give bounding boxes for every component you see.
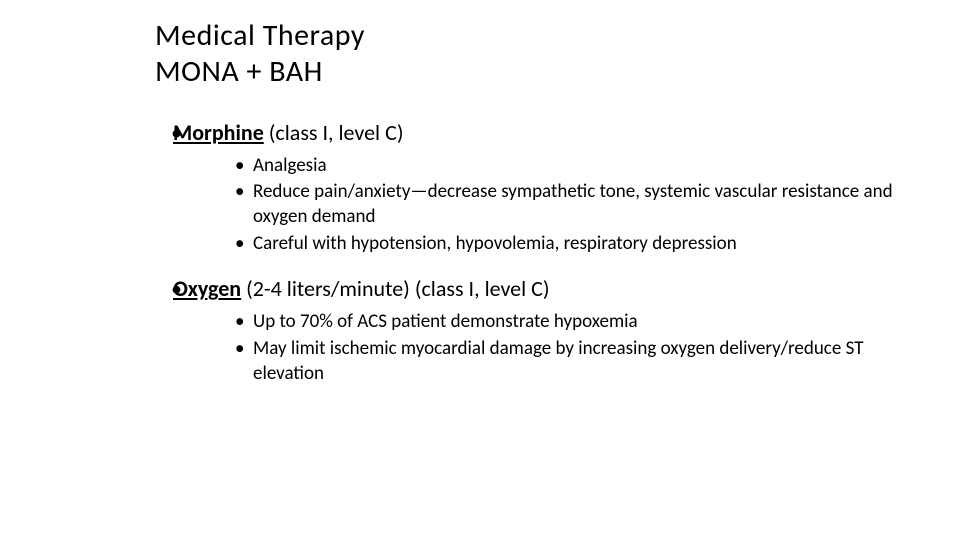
sub-bullets-morphine: Analgesia Reduce pain/anxiety—decrease s… <box>155 154 900 257</box>
section-morphine: Morphine (class I, level C) Analgesia Re… <box>155 118 900 256</box>
bullet-morphine: Morphine (class I, level C) <box>173 118 900 148</box>
slide-title: Medical Therapy MONA + BAH <box>155 18 900 90</box>
section-oxygen: Oxygen (2-4 liters/minute) (class I, lev… <box>155 274 900 386</box>
title-line-1: Medical Therapy <box>155 17 365 54</box>
drug-name-oxygen: Oxygen <box>173 275 241 302</box>
title-line-2: MONA + BAH <box>155 53 323 90</box>
sub-bullet: Up to 70% of ACS patient demonstrate hyp… <box>235 310 900 335</box>
sub-bullet: Reduce pain/anxiety—decrease sympathetic… <box>235 180 900 229</box>
bullet-lvl1: Morphine (class I, level C) <box>155 118 900 148</box>
drug-meta-morphine: (class I, level C) <box>264 119 404 146</box>
sub-bullets-oxygen: Up to 70% of ACS patient demonstrate hyp… <box>155 310 900 386</box>
slide: Medical Therapy MONA + BAH Morphine (cla… <box>0 0 960 540</box>
sub-bullet: Analgesia <box>235 154 900 179</box>
sub-bullet: May limit ischemic myocardial damage by … <box>235 337 900 386</box>
drug-meta-oxygen: (2-4 liters/minute) (class I, level C) <box>241 275 549 302</box>
drug-name-morphine: Morphine <box>173 119 264 146</box>
bullet-lvl1: Oxygen (2-4 liters/minute) (class I, lev… <box>155 274 900 304</box>
bullet-oxygen: Oxygen (2-4 liters/minute) (class I, lev… <box>173 274 900 304</box>
sub-bullet: Careful with hypotension, hypovolemia, r… <box>235 232 900 257</box>
